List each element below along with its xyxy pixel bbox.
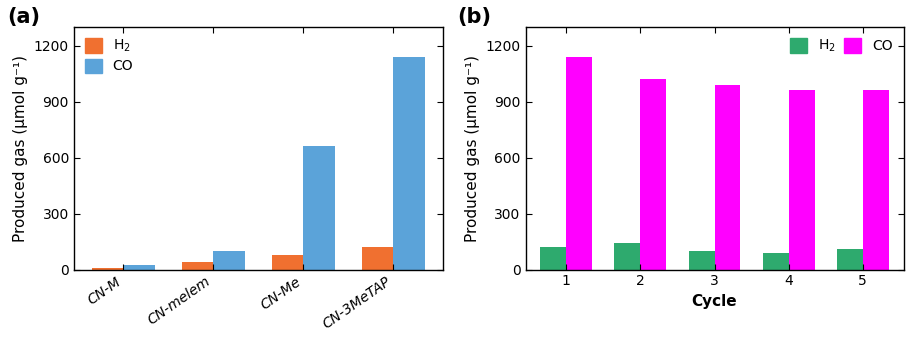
Bar: [837, 249, 863, 270]
Legend: H$_2$, CO: H$_2$, CO: [81, 34, 137, 78]
Bar: [540, 247, 566, 270]
Bar: [566, 57, 592, 270]
Text: (b): (b): [457, 7, 491, 27]
Bar: [303, 146, 335, 270]
Bar: [863, 90, 889, 270]
Bar: [715, 85, 740, 270]
Bar: [641, 79, 667, 270]
X-axis label: Cycle: Cycle: [692, 294, 738, 309]
Bar: [393, 57, 424, 270]
Legend: H$_2$, CO: H$_2$, CO: [786, 34, 896, 59]
Bar: [182, 262, 213, 270]
Bar: [788, 90, 815, 270]
Bar: [124, 265, 155, 270]
Bar: [272, 255, 303, 270]
Bar: [92, 268, 124, 270]
Bar: [762, 253, 788, 270]
Text: (a): (a): [7, 7, 41, 27]
Y-axis label: Produced gas (μmol g⁻¹): Produced gas (μmol g⁻¹): [465, 55, 480, 242]
Y-axis label: Produced gas (μmol g⁻¹): Produced gas (μmol g⁻¹): [13, 55, 29, 242]
Bar: [689, 251, 715, 270]
Bar: [361, 247, 393, 270]
Bar: [614, 243, 641, 270]
Bar: [213, 251, 244, 270]
